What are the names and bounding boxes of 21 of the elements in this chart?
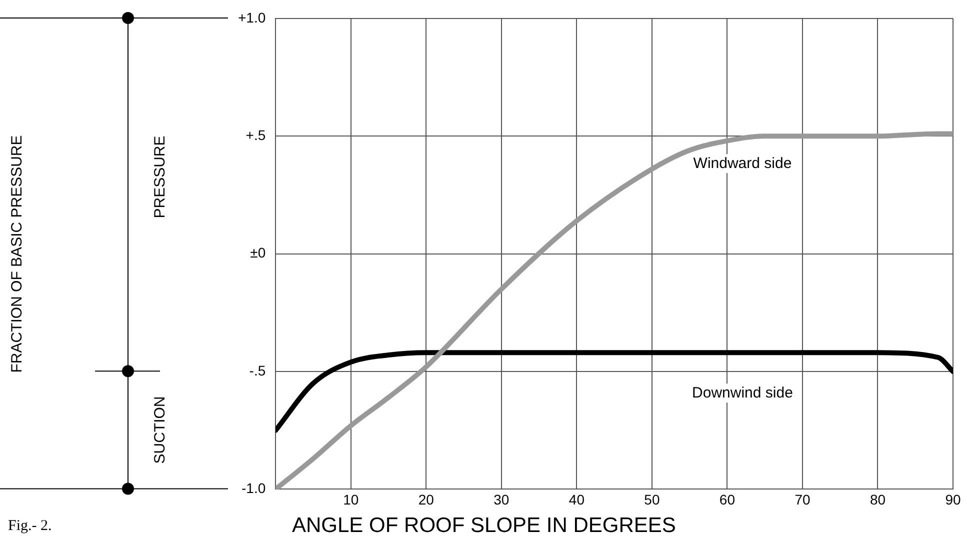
x-tick-label: 10 bbox=[343, 491, 359, 508]
x-tick-label: 80 bbox=[870, 491, 886, 508]
x-axis-title: ANGLE OF ROOF SLOPE IN DEGREES bbox=[292, 514, 676, 538]
x-tick-label: 50 bbox=[644, 491, 660, 508]
y-tick-label: -1.0 bbox=[242, 480, 266, 496]
text: FRACTION OF BASIC PRESSURE bbox=[8, 135, 26, 373]
x-tick-label: 20 bbox=[418, 491, 434, 508]
x-tick-label: 70 bbox=[794, 491, 810, 508]
y-tick-label: -.5 bbox=[249, 362, 266, 378]
x-tick-label: 30 bbox=[494, 491, 510, 508]
text: Downwind side bbox=[692, 384, 793, 402]
text: Fig.- 2. bbox=[8, 518, 52, 535]
x-tick-label: 90 bbox=[945, 491, 961, 508]
text: SUCTION bbox=[152, 396, 168, 464]
text: PRESSURE bbox=[152, 136, 168, 219]
x-tick-label: 40 bbox=[568, 491, 585, 508]
y-tick-label: +.5 bbox=[246, 126, 266, 143]
y-tick-label: +1.0 bbox=[238, 9, 266, 26]
x-tick-label: 60 bbox=[719, 491, 736, 508]
y-tick-label: ±0 bbox=[250, 244, 266, 261]
series-label: Windward side bbox=[693, 155, 792, 172]
